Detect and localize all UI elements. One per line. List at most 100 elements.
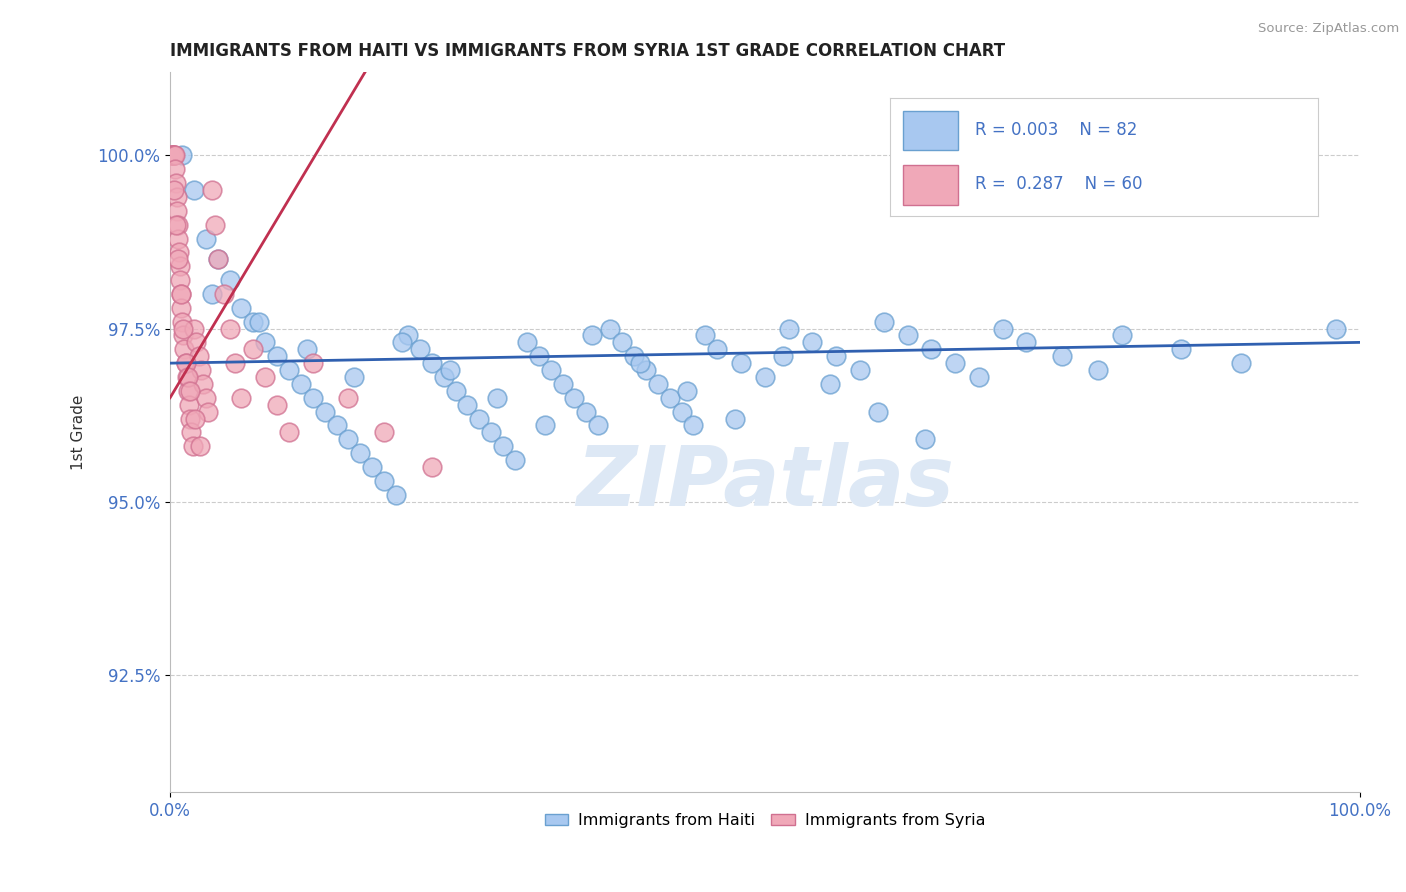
Point bbox=[180, 425, 202, 440]
Point bbox=[170, 301, 193, 315]
Point bbox=[179, 384, 201, 398]
Point bbox=[581, 328, 603, 343]
Point bbox=[242, 315, 264, 329]
Point bbox=[1050, 349, 1073, 363]
Point bbox=[492, 439, 515, 453]
Point bbox=[254, 370, 277, 384]
Text: IMMIGRANTS FROM HAITI VS IMMIGRANTS FROM SYRIA 1ST GRADE CORRELATION CHART: IMMIGRANTS FROM HAITI VS IMMIGRANTS FROM… bbox=[170, 42, 1005, 60]
Point bbox=[169, 273, 191, 287]
Point bbox=[337, 432, 360, 446]
Point bbox=[190, 363, 212, 377]
Point bbox=[420, 356, 443, 370]
Legend: Immigrants from Haiti, Immigrants from Syria: Immigrants from Haiti, Immigrants from S… bbox=[538, 807, 991, 835]
Point bbox=[224, 356, 246, 370]
Point bbox=[754, 370, 776, 384]
Point bbox=[163, 148, 186, 162]
Point bbox=[170, 287, 193, 301]
Point bbox=[172, 321, 194, 335]
Point bbox=[409, 343, 432, 357]
Point bbox=[456, 398, 478, 412]
Point bbox=[1289, 162, 1312, 177]
Point bbox=[920, 343, 942, 357]
Point bbox=[373, 425, 395, 440]
Point bbox=[575, 404, 598, 418]
Point bbox=[242, 343, 264, 357]
Point bbox=[343, 370, 366, 384]
Point bbox=[163, 183, 186, 197]
Point bbox=[468, 411, 491, 425]
Point bbox=[599, 321, 621, 335]
Point bbox=[801, 335, 824, 350]
Point bbox=[540, 363, 562, 377]
Point bbox=[201, 183, 224, 197]
Point bbox=[183, 321, 205, 335]
Point bbox=[349, 446, 371, 460]
Point bbox=[301, 356, 323, 370]
Point bbox=[1111, 328, 1133, 343]
Point bbox=[193, 376, 215, 391]
Point bbox=[184, 411, 207, 425]
Point bbox=[162, 148, 184, 162]
Point bbox=[671, 404, 693, 418]
Point bbox=[166, 218, 188, 232]
Point bbox=[166, 190, 188, 204]
Point bbox=[295, 343, 318, 357]
Point bbox=[218, 321, 240, 335]
Point bbox=[170, 315, 193, 329]
Point bbox=[207, 252, 229, 267]
Point bbox=[325, 418, 347, 433]
Point bbox=[177, 384, 200, 398]
Point bbox=[170, 148, 193, 162]
Point bbox=[174, 356, 197, 370]
Point bbox=[866, 404, 889, 418]
Point bbox=[1015, 335, 1038, 350]
Point bbox=[165, 162, 187, 177]
Point bbox=[163, 148, 186, 162]
Point bbox=[212, 287, 235, 301]
Point bbox=[207, 252, 229, 267]
Point bbox=[162, 148, 184, 162]
Point bbox=[278, 363, 301, 377]
Point bbox=[647, 376, 669, 391]
Point bbox=[444, 384, 467, 398]
Point bbox=[174, 356, 197, 370]
Point bbox=[486, 391, 509, 405]
Point bbox=[187, 349, 209, 363]
Y-axis label: 1st Grade: 1st Grade bbox=[72, 394, 86, 470]
Point bbox=[516, 335, 538, 350]
Point bbox=[943, 356, 966, 370]
Point bbox=[1229, 356, 1251, 370]
Point bbox=[914, 432, 936, 446]
Point bbox=[165, 218, 187, 232]
Point bbox=[165, 176, 187, 190]
Point bbox=[420, 460, 443, 475]
Point bbox=[301, 391, 323, 405]
Point bbox=[391, 335, 413, 350]
Point bbox=[1170, 343, 1192, 357]
Point bbox=[695, 328, 717, 343]
Point bbox=[194, 231, 217, 245]
Point bbox=[825, 349, 848, 363]
Point bbox=[179, 411, 201, 425]
Point bbox=[634, 363, 657, 377]
Point bbox=[160, 148, 183, 162]
Point bbox=[818, 376, 841, 391]
Point bbox=[254, 335, 277, 350]
Point bbox=[167, 231, 190, 245]
Point bbox=[628, 356, 651, 370]
Point bbox=[266, 398, 288, 412]
Point bbox=[772, 349, 794, 363]
Point bbox=[610, 335, 633, 350]
Point bbox=[682, 418, 704, 433]
Point bbox=[676, 384, 699, 398]
Point bbox=[177, 370, 200, 384]
Point bbox=[197, 404, 219, 418]
Point bbox=[218, 273, 240, 287]
Point bbox=[204, 218, 226, 232]
Point bbox=[551, 376, 574, 391]
Point bbox=[849, 363, 872, 377]
Point bbox=[433, 370, 456, 384]
Point bbox=[778, 321, 800, 335]
Point bbox=[896, 328, 918, 343]
Point bbox=[527, 349, 550, 363]
